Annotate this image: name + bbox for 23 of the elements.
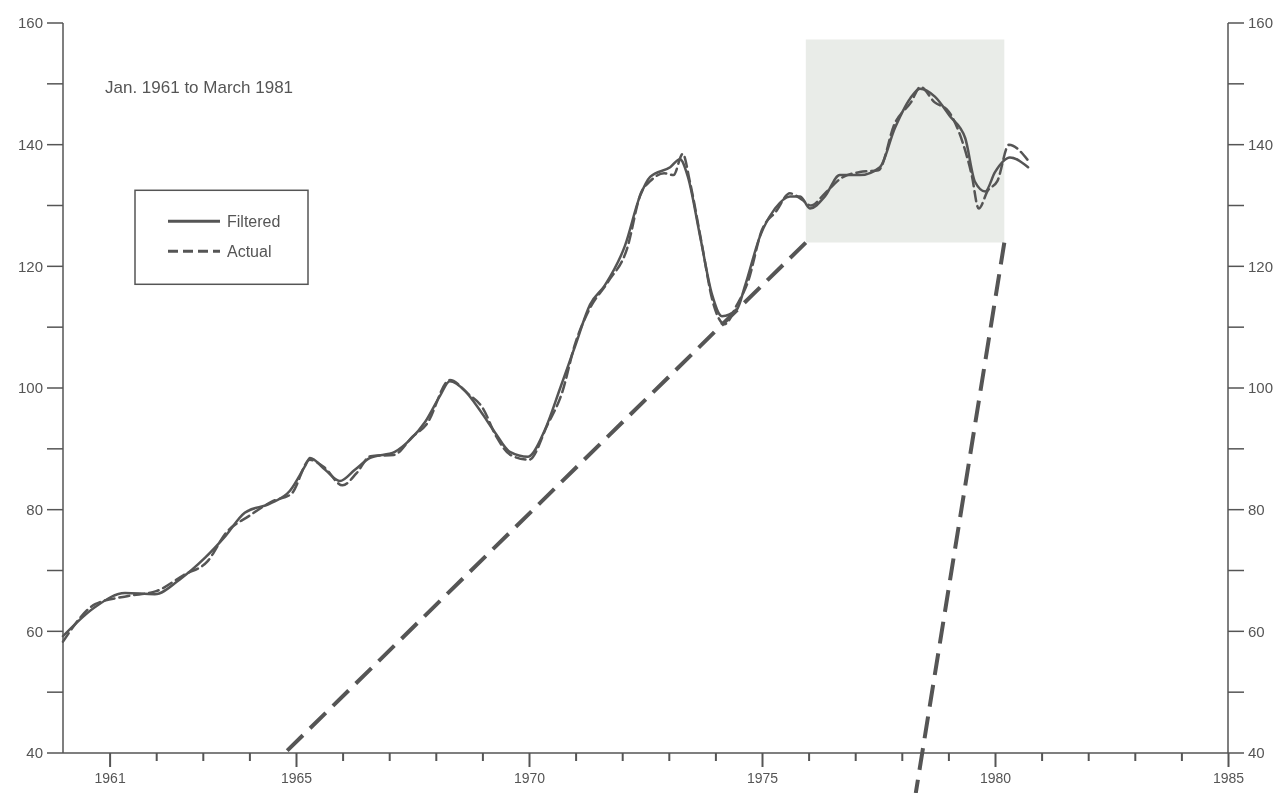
x-tick-label: 1975 — [746, 769, 779, 786]
annotation: Jan. 1961 to March 1981 — [105, 77, 294, 97]
y-tick-label: 140 — [17, 135, 43, 153]
y2-tick-label: 80 — [1248, 500, 1265, 518]
y-tick-label: 40 — [26, 744, 43, 762]
y2-tick-label: 60 — [1248, 622, 1265, 640]
x-tick-label: 1985 — [1212, 769, 1245, 786]
legend-label: Filtered — [227, 212, 281, 230]
y-tick-label: 100 — [17, 379, 43, 397]
x-tick-label: 1965 — [280, 769, 313, 786]
y-tick-label: 60 — [26, 622, 43, 640]
x-tick-label: 1980 — [979, 769, 1012, 786]
y2-tick-label: 40 — [1248, 744, 1265, 762]
y2-tick-label: 120 — [1248, 257, 1274, 275]
legend-label: Actual — [227, 242, 272, 260]
y-tick-label: 80 — [26, 500, 43, 518]
y-tick-label: 160 — [17, 14, 43, 32]
y2-tick-label: 160 — [1248, 14, 1274, 32]
x-tick-label: 1970 — [513, 769, 546, 786]
y2-tick-label: 100 — [1248, 379, 1274, 397]
y-tick-label: 120 — [17, 257, 43, 275]
x-tick-label: 1961 — [94, 769, 126, 786]
y2-tick-label: 140 — [1248, 135, 1274, 153]
